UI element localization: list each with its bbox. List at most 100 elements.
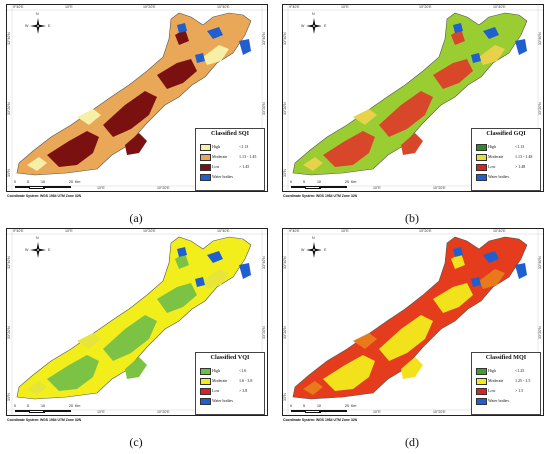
legend-range: > 1.5 <box>515 388 524 393</box>
legend-swatch <box>476 174 487 181</box>
legend-row: Low > 3.8 <box>200 388 264 395</box>
bottom-tick: 10°20'E <box>433 186 446 190</box>
map-frame: N E W 9°40'E 10°E 10°20'E 10°40'E 10°E 1… <box>282 228 544 416</box>
legend-title: Classified GQI <box>486 130 526 137</box>
compass-icon <box>306 242 322 258</box>
legend-label: High <box>488 144 496 149</box>
left-tick: 33°N <box>7 392 11 401</box>
class-patches <box>303 29 505 171</box>
scale-label: 5 <box>303 180 305 184</box>
top-tick: 9°40'E <box>289 229 300 233</box>
legend-range: > 1.48 <box>515 164 526 169</box>
map-region <box>7 5 267 191</box>
left-tick: 33°20'N <box>7 326 11 339</box>
legend-label: Moderate <box>212 378 228 383</box>
legend-title: Classified VQI <box>210 354 250 361</box>
scale-segment <box>43 186 71 188</box>
legend-row: Water bodies <box>200 398 264 405</box>
scale-segment <box>291 410 305 412</box>
scale-segment <box>15 186 29 188</box>
legend-row: High <1.13 <box>476 144 540 151</box>
top-tick: 10°E <box>65 229 73 233</box>
top-tick: 10°20'E <box>143 5 156 9</box>
north-arrow: N E W <box>301 236 326 259</box>
east-label: E <box>48 24 51 28</box>
scale-bar: 0 5 10 20 Km <box>289 404 361 414</box>
scale-label: 0 <box>290 180 292 184</box>
left-tick: 33°20'N <box>283 102 287 115</box>
coordinate-system-note: Coordinate System: WGS 1984 UTM Zone 32N <box>7 194 82 198</box>
map-region <box>283 5 543 191</box>
top-tick: 10°40'E <box>217 5 230 9</box>
map-region <box>7 229 267 415</box>
legend-title: Classified SQI <box>211 130 249 137</box>
top-tick: 10°E <box>341 5 349 9</box>
left-tick: 33°40'N <box>283 256 287 269</box>
left-tick: 33°40'N <box>283 32 287 45</box>
scale-unit: Km <box>75 180 81 184</box>
north-label: N <box>36 236 39 240</box>
scale-segment <box>15 410 29 412</box>
legend-label: Water bodies <box>488 398 509 403</box>
coordinate-system-note: Coordinate System: WGS 1984 UTM Zone 32N <box>283 418 358 422</box>
right-tick: 33°20'N <box>262 102 266 115</box>
scale-segment <box>43 410 71 412</box>
top-tick: 10°20'E <box>419 5 432 9</box>
top-tick: 9°40'E <box>13 5 24 9</box>
legend-row: Moderate 1.13 - 1.45 <box>200 154 264 161</box>
legend-label: Moderate <box>488 378 504 383</box>
legend-label: Water bodies <box>212 174 233 179</box>
legend: Classified GQI High <1.13 Moderate 1.13 … <box>471 128 541 191</box>
scale-label: 5 <box>303 404 305 408</box>
bottom-tick: 10°20'E <box>433 410 446 414</box>
top-tick: 10°20'E <box>419 229 432 233</box>
right-tick: 33°20'N <box>538 102 542 115</box>
legend-swatch <box>200 368 211 375</box>
scale-unit: Km <box>351 404 357 408</box>
north-label: N <box>312 236 315 240</box>
legend-row: High <1.13 <box>200 144 264 151</box>
panel-caption: (d) <box>405 435 419 449</box>
scale-label: 0 <box>14 180 16 184</box>
north-arrow: N E W <box>25 12 51 35</box>
legend-row: Moderate 1.25 - 1.5 <box>476 378 540 385</box>
scale-label: 20 <box>345 180 349 184</box>
legend-swatch <box>200 154 211 161</box>
north-label: N <box>312 12 315 16</box>
legend-row: Water bodies <box>476 174 540 181</box>
west-label: W <box>301 248 305 252</box>
legend-swatch <box>200 388 211 395</box>
legend-row: Low > 1.5 <box>476 388 540 395</box>
legend-range: 1.13 - 1.45 <box>239 154 257 159</box>
west-label: W <box>25 248 29 252</box>
legend-swatch <box>476 388 487 395</box>
water-bodies <box>453 247 527 287</box>
west-label: W <box>301 24 305 28</box>
water-bodies <box>177 247 251 287</box>
bottom-tick: 10°E <box>373 186 381 190</box>
scale-label: 10 <box>41 180 45 184</box>
right-tick: 33°40'N <box>262 256 266 269</box>
scale-label: 0 <box>14 404 16 408</box>
top-tick: 10°E <box>65 5 73 9</box>
legend-range: <1.13 <box>515 144 525 149</box>
legend-label: Low <box>488 164 496 169</box>
legend-swatch <box>476 378 487 385</box>
left-tick: 33°40'N <box>7 32 11 45</box>
class-patches <box>27 253 229 395</box>
legend-row: Low > 1.45 <box>200 164 264 171</box>
class-patches <box>303 253 505 395</box>
legend-row: High <1.6 <box>200 368 264 375</box>
scale-unit: Km <box>351 180 357 184</box>
top-tick: 10°E <box>341 229 349 233</box>
top-tick: 10°40'E <box>493 5 506 9</box>
legend-label: Water bodies <box>488 174 509 179</box>
scale-label: 5 <box>27 180 29 184</box>
right-tick: 33°20'N <box>538 326 542 339</box>
bottom-tick: 10°20'E <box>157 410 170 414</box>
top-tick: 10°40'E <box>493 229 506 233</box>
legend-range: > 1.45 <box>239 164 250 169</box>
legend-row: Water bodies <box>476 398 540 405</box>
scale-segment <box>319 186 347 188</box>
legend-range: <1.25 <box>515 368 525 373</box>
